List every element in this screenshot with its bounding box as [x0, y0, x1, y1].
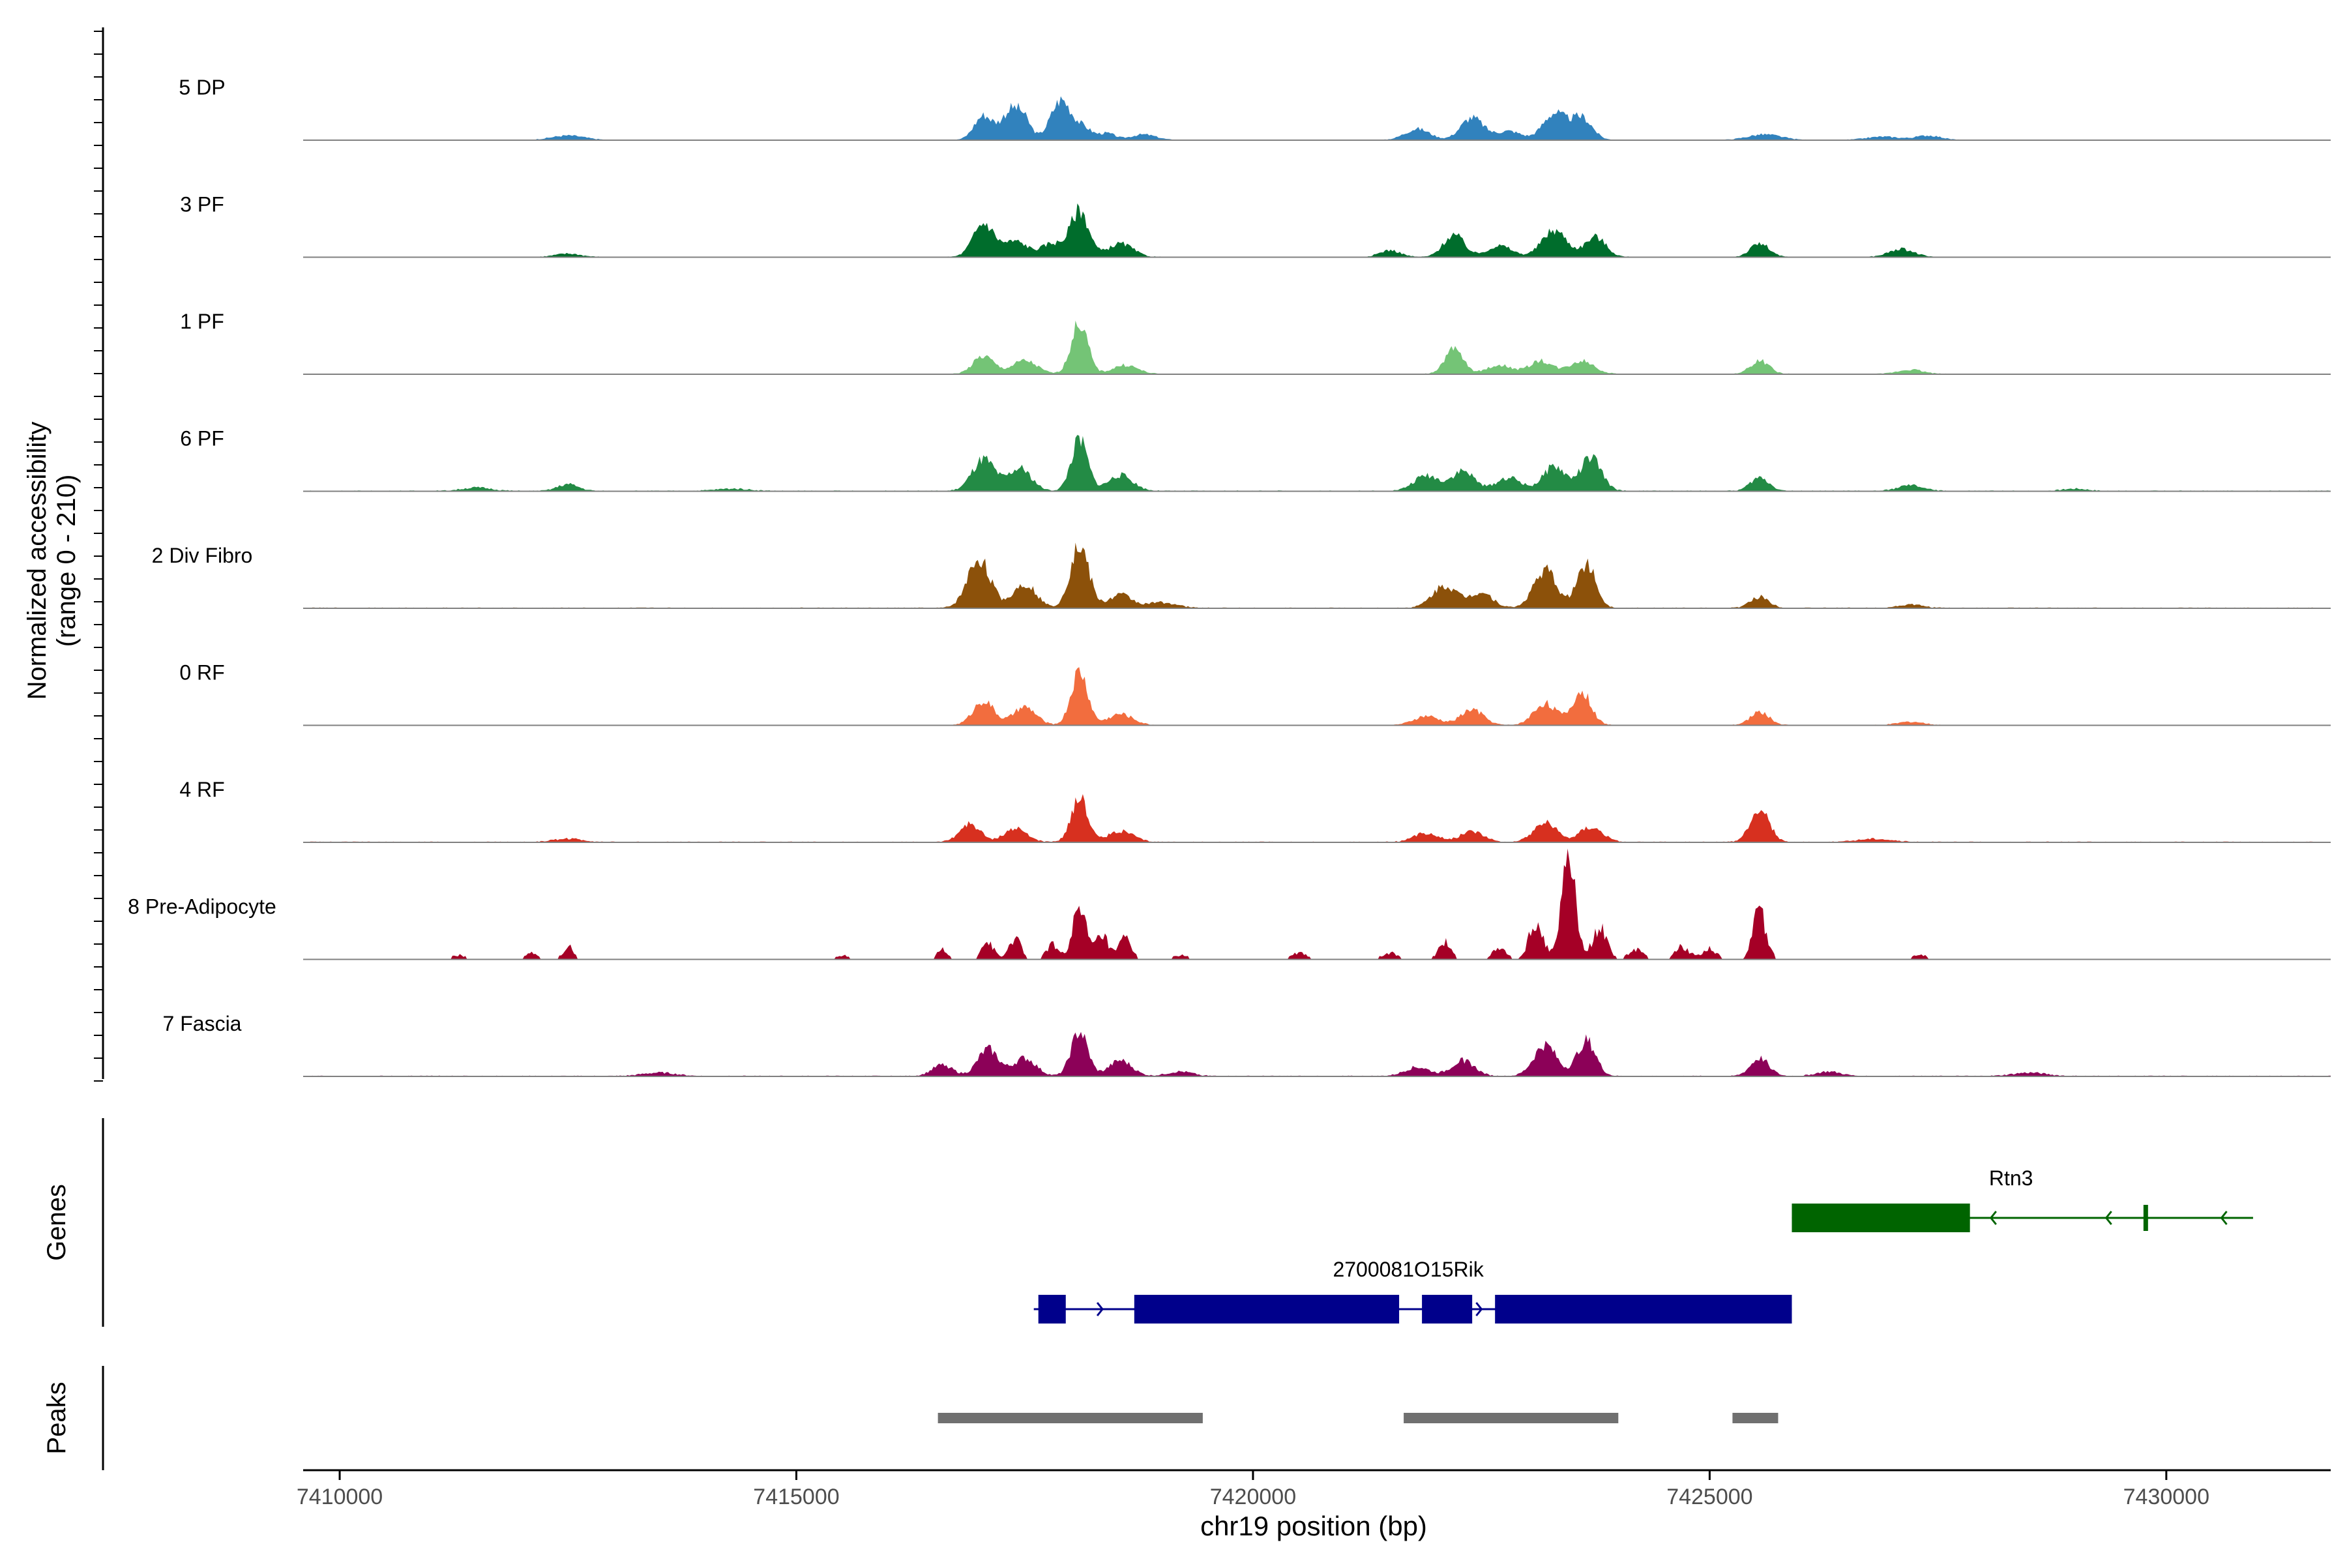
exon-block — [1134, 1295, 1400, 1324]
track-label: 8 Pre-Adipocyte — [128, 895, 276, 919]
track-1: 3 PF — [180, 193, 2331, 258]
y-axis-label-range: (range 0 - 210) — [52, 475, 81, 647]
track-4: 2 Div Fibro — [152, 542, 2331, 609]
exon-block — [1038, 1295, 1066, 1324]
x-tick-label: 7410000 — [297, 1485, 383, 1509]
track-3: 6 PF — [180, 427, 2331, 492]
peak-region-bar — [1732, 1413, 1779, 1423]
track-8: 7 Fascia — [163, 1012, 2331, 1077]
track-2: 1 PF — [180, 310, 2331, 375]
strand-arrow — [1475, 1302, 1483, 1316]
genes-panel-label: Genes — [42, 1184, 71, 1261]
accessibility-tracks: 5 DP 3 PF 1 PF 6 PF 2 Div Fibro 0 RF 4 RF 8 Pre… — [128, 76, 2331, 1077]
coverage-area — [303, 435, 2331, 492]
coverage-area — [303, 667, 2331, 726]
track-6: 4 RF — [179, 778, 2331, 843]
track-7: 8 Pre-Adipocyte — [128, 848, 2331, 960]
track-label: 1 PF — [180, 310, 224, 333]
x-axis: 7410000 7415000 7420000 7425000 7430000 — [297, 1469, 2331, 1509]
track-label: 7 Fascia — [163, 1012, 242, 1035]
track-label: 6 PF — [180, 427, 224, 451]
track-label: 4 RF — [179, 778, 224, 801]
coverage-area — [303, 848, 2331, 960]
coverage-area — [303, 794, 2331, 842]
gene-annotations: Rtn3 2700081O15Rik — [1033, 1166, 2253, 1324]
x-tick-label: 7420000 — [1210, 1485, 1296, 1509]
strand-arrow — [2104, 1211, 2112, 1225]
peak-region-bar — [1404, 1413, 1619, 1423]
gene-name-label: Rtn3 — [1989, 1166, 2033, 1190]
track-label: 2 Div Fibro — [152, 544, 253, 567]
track-0: 5 DP — [179, 76, 2331, 141]
strand-arrow — [2220, 1211, 2228, 1225]
y-axis-label: Normalized accessibility — [23, 422, 52, 700]
exon-block — [1495, 1295, 1792, 1324]
exon-block — [2143, 1205, 2148, 1231]
exon-block — [1792, 1204, 1970, 1232]
gene-name-label: 2700081O15Rik — [1333, 1258, 1484, 1281]
x-tick-label: 7415000 — [753, 1485, 839, 1509]
coverage-area — [303, 320, 2331, 374]
coverage-area — [303, 96, 2331, 140]
peak-regions — [937, 1413, 1779, 1423]
gene-1: 2700081O15Rik — [1033, 1258, 1792, 1324]
track-label: 0 RF — [179, 661, 224, 685]
peaks-panel-label: Peaks — [42, 1382, 71, 1454]
coverage-area — [303, 203, 2331, 258]
track-label: 5 DP — [179, 76, 225, 99]
coverage-area — [303, 542, 2331, 608]
track-label: 3 PF — [180, 193, 224, 216]
gene-0: Rtn3 — [1792, 1166, 2253, 1232]
x-axis-label: chr19 position (bp) — [1200, 1511, 1427, 1541]
x-tick-label: 7425000 — [1666, 1485, 1752, 1509]
coverage-area — [303, 1031, 2331, 1076]
strand-arrow — [1096, 1302, 1104, 1316]
x-tick-label: 7430000 — [2123, 1485, 2209, 1509]
y-axis — [94, 27, 104, 1082]
track-5: 0 RF — [179, 661, 2331, 726]
exon-block — [1422, 1295, 1473, 1324]
strand-arrow — [1989, 1211, 1997, 1225]
peak-region-bar — [937, 1413, 1203, 1423]
